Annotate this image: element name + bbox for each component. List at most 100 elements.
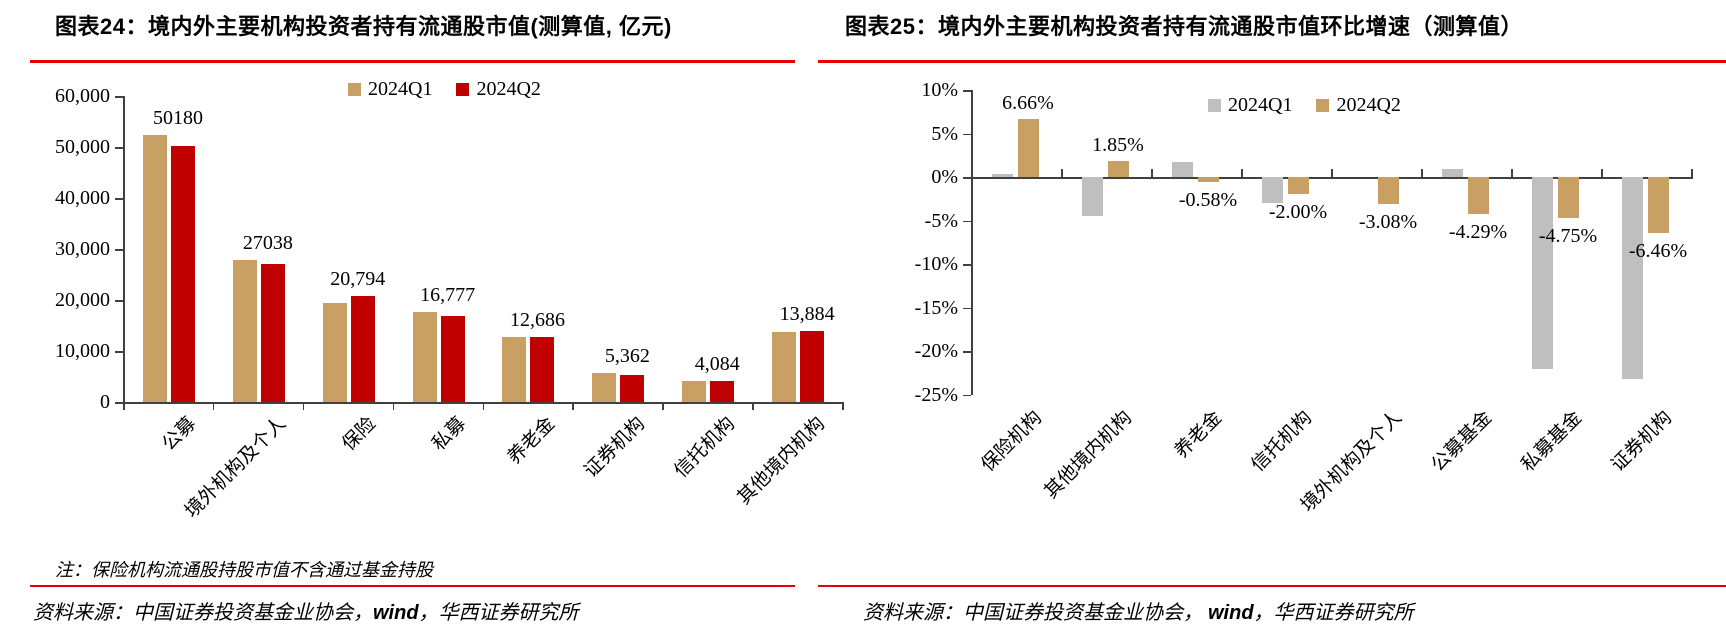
bar-2024Q2-其他境内机构	[1108, 160, 1129, 177]
x-axis-line	[971, 177, 1693, 179]
category-label-其他境内机构: 其他境内机构	[1040, 407, 1137, 503]
value-label-信托机构: -2.00%	[1268, 201, 1328, 224]
bar-2024Q1-养老金	[502, 336, 527, 402]
value-label-证券机构: 5,362	[604, 344, 650, 367]
value-label-养老金: 12,686	[509, 308, 565, 331]
bar-2024Q1-保险机构	[992, 173, 1013, 177]
value-label-境外机构及个人: 27038	[242, 231, 293, 254]
category-label-证券机构: 证券机构	[1607, 407, 1677, 476]
bar-2024Q2-境外机构及个人	[260, 264, 285, 403]
y-axis-tick-label: -15%	[914, 296, 958, 319]
title-rule-left	[30, 60, 795, 63]
category-label-公募基金: 公募基金	[1427, 407, 1497, 476]
x-axis-tick	[1421, 169, 1423, 177]
bar-2024Q1-信托机构	[682, 380, 707, 402]
legend-item-2024Q2: 2024Q2	[1316, 94, 1401, 116]
bar-2024Q1-信托机构	[1262, 177, 1283, 203]
bar-2024Q2-保险	[350, 295, 375, 402]
y-axis-tick	[963, 264, 971, 266]
y-axis-tick-label: 30,000	[55, 238, 110, 260]
bar-2024Q2-私募基金	[1558, 177, 1579, 218]
source-text: 资料来源：中国证券投资基金业协会，	[33, 602, 373, 624]
y-axis-tick-label: -20%	[914, 340, 958, 362]
figure24-note: 注：保险机构流通股持股市值不含通过基金持股	[55, 560, 433, 580]
legend-swatch-2024Q1	[348, 82, 361, 96]
legend-item-2024Q1: 2024Q1	[1208, 95, 1292, 115]
legend-label-2024Q1: 2024Q1	[1228, 94, 1293, 116]
value-label-保险: 20,794	[330, 267, 386, 290]
legend-label-2024Q2: 2024Q2	[476, 78, 541, 100]
y-axis-tick	[963, 394, 971, 396]
bar-2024Q1-证券机构	[1622, 177, 1643, 379]
bar-2024Q1-其他境内机构	[772, 332, 797, 403]
legend: 2024Q1 2024Q2	[1208, 95, 1401, 115]
y-axis-tick-label: 0%	[931, 166, 958, 188]
x-axis-tick	[1061, 169, 1063, 177]
legend-item-2024Q2: 2024Q2	[456, 78, 541, 100]
y-axis-tick-label: 60,000	[55, 85, 110, 107]
legend-item-2024Q1: 2024Q1	[348, 79, 432, 99]
y-axis-tick	[115, 249, 123, 251]
y-axis-tick-label: -5%	[924, 209, 958, 232]
y-axis-tick-label: 40,000	[55, 187, 110, 209]
y-axis-tick	[115, 402, 123, 404]
value-label-养老金: -0.58%	[1178, 189, 1238, 212]
value-label-私募: 16,777	[420, 284, 476, 307]
y-axis-tick-label: 20,000	[55, 289, 110, 311]
bar-2024Q1-公募基金	[1442, 169, 1463, 178]
source-text: ，华西证券研究所	[1253, 602, 1414, 624]
source-text: 资料来源：中国证券投资基金业协会，	[863, 602, 1208, 624]
bar-2024Q1-养老金	[1172, 162, 1193, 178]
x-axis-tick	[302, 402, 305, 410]
legend-label-2024Q1: 2024Q1	[368, 78, 433, 100]
category-label-保险机构: 保险机构	[977, 407, 1047, 476]
bar-2024Q2-公募	[170, 146, 195, 403]
bar-2024Q2-公募基金	[1468, 177, 1489, 214]
y-axis-tick-label: 50,000	[55, 136, 110, 158]
bar-2024Q1-公募	[142, 134, 167, 402]
x-axis-tick	[482, 402, 484, 410]
bar-2024Q1-证券机构	[592, 372, 617, 402]
category-label-私募基金: 私募基金	[1517, 407, 1587, 476]
x-axis-tick	[971, 169, 973, 177]
y-axis-tick	[115, 147, 123, 149]
bar-2024Q1-保险	[322, 302, 347, 402]
x-axis-tick	[212, 402, 215, 410]
source-text: ，华西证券研究所	[418, 602, 579, 624]
x-axis-tick	[123, 402, 125, 410]
title-rule-right	[818, 60, 1726, 63]
legend-swatch-2024Q2	[456, 82, 470, 96]
x-axis-tick	[572, 402, 574, 410]
y-axis-tick-label: 10,000	[55, 340, 110, 362]
x-axis-tick	[842, 402, 844, 410]
y-axis-tick	[963, 351, 971, 353]
value-label-境外机构及个人: -3.08%	[1358, 210, 1418, 233]
y-axis-tick-label: -10%	[914, 253, 958, 275]
legend: 2024Q1 2024Q2	[348, 79, 541, 99]
y-axis-tick	[115, 300, 123, 302]
bar-2024Q2-信托机构	[710, 381, 735, 403]
legend-label-2024Q2: 2024Q2	[1336, 94, 1401, 116]
source-wind-text: wind	[1208, 602, 1254, 624]
category-label-信托机构: 信托机构	[1247, 407, 1317, 476]
y-axis-tick	[963, 133, 971, 135]
y-axis-tick	[115, 198, 123, 200]
bar-2024Q1-私募基金	[1532, 177, 1553, 369]
x-axis-tick	[1241, 169, 1243, 177]
bar-2024Q2-养老金	[1198, 177, 1219, 182]
source-wind-text: wind	[373, 602, 419, 624]
bar-2024Q1-其他境内机构	[1082, 177, 1103, 216]
legend-swatch-2024Q1	[1208, 98, 1221, 112]
value-label-其他境内机构: 13,884	[779, 303, 835, 326]
category-label-养老金: 养老金	[1170, 407, 1227, 463]
y-axis-line	[971, 90, 973, 395]
y-axis-tick	[963, 90, 971, 92]
x-axis-tick	[662, 402, 664, 410]
bar-2024Q2-证券机构	[620, 374, 645, 402]
y-axis-line	[123, 96, 125, 402]
y-axis-tick	[115, 351, 123, 353]
x-axis-tick	[1691, 169, 1693, 177]
y-axis-tick	[963, 220, 971, 222]
